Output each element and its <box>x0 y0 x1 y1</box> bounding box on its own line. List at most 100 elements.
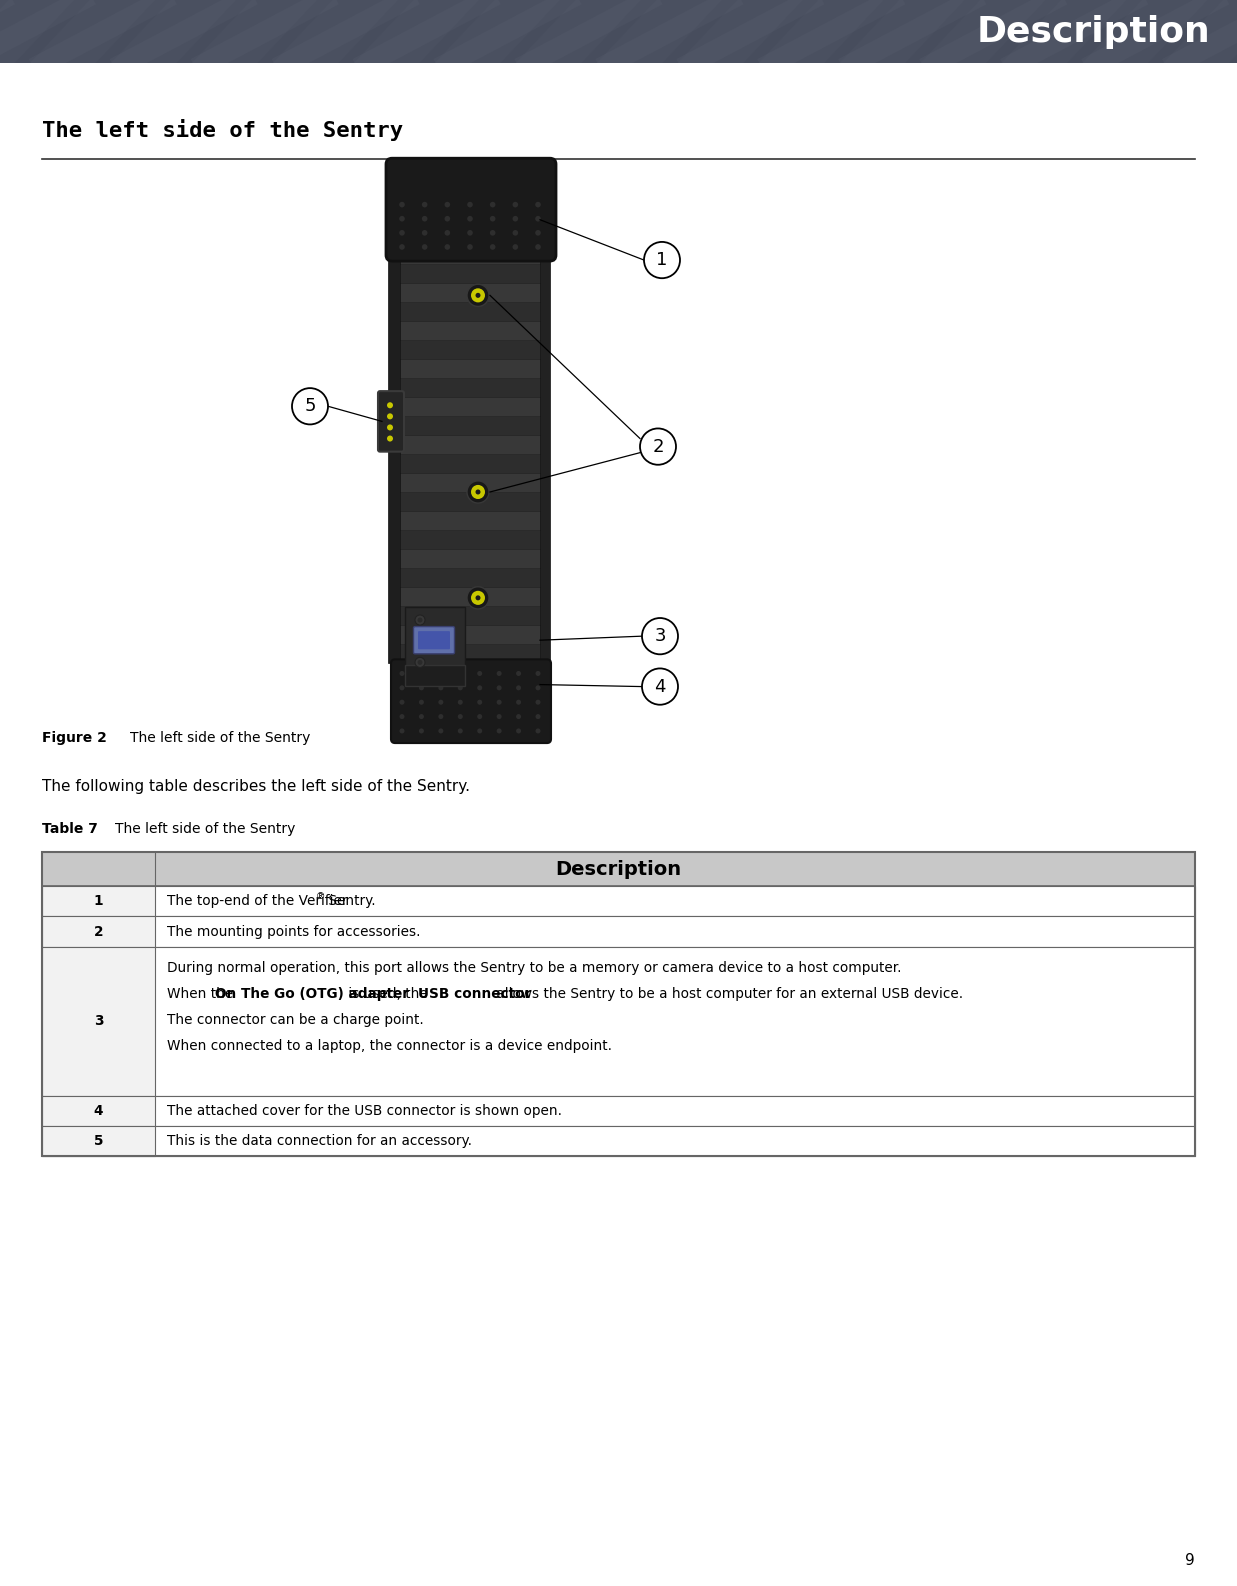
Bar <box>400 263 541 282</box>
Circle shape <box>490 216 496 222</box>
Bar <box>400 625 541 644</box>
Text: The attached cover for the USB connector is shown open.: The attached cover for the USB connector… <box>167 1104 562 1118</box>
Circle shape <box>477 699 482 704</box>
Circle shape <box>477 728 482 733</box>
Bar <box>400 530 541 549</box>
Bar <box>42 947 155 1096</box>
Circle shape <box>490 201 496 208</box>
Circle shape <box>422 216 428 222</box>
Circle shape <box>422 201 428 208</box>
Text: When the: When the <box>167 986 238 1001</box>
Text: Description: Description <box>555 860 682 879</box>
Circle shape <box>468 201 473 208</box>
Circle shape <box>642 619 678 655</box>
Bar <box>42 1126 155 1156</box>
Text: The left side of the Sentry: The left side of the Sentry <box>115 822 296 836</box>
Circle shape <box>477 714 482 718</box>
Circle shape <box>444 244 450 249</box>
Bar <box>42 852 1195 887</box>
Text: The left side of the Sentry: The left side of the Sentry <box>42 119 403 141</box>
Bar <box>400 492 541 511</box>
Bar <box>400 549 541 568</box>
Circle shape <box>512 201 518 208</box>
Text: 4: 4 <box>654 677 666 696</box>
Circle shape <box>640 428 675 465</box>
Circle shape <box>400 714 404 718</box>
Circle shape <box>536 685 541 690</box>
Circle shape <box>536 230 541 236</box>
Circle shape <box>418 617 423 623</box>
Bar <box>400 339 541 358</box>
Circle shape <box>422 244 428 249</box>
Circle shape <box>471 289 485 303</box>
Circle shape <box>438 728 443 733</box>
Text: On The Go (OTG) adapter: On The Go (OTG) adapter <box>214 986 408 1001</box>
Bar <box>400 377 541 396</box>
Bar <box>400 454 541 473</box>
Circle shape <box>422 230 428 236</box>
Text: 3: 3 <box>654 626 666 646</box>
Circle shape <box>438 699 443 704</box>
Bar <box>400 301 541 320</box>
Circle shape <box>444 230 450 236</box>
Bar <box>400 511 541 530</box>
Bar <box>42 1096 1195 1126</box>
Text: is used, the: is used, the <box>344 986 433 1001</box>
Circle shape <box>516 685 521 690</box>
Circle shape <box>536 714 541 718</box>
Text: During normal operation, this port allows the Sentry to be a memory or camera de: During normal operation, this port allow… <box>167 961 902 975</box>
Circle shape <box>468 284 489 306</box>
Bar <box>400 396 541 416</box>
Bar <box>388 244 400 663</box>
Circle shape <box>444 216 450 222</box>
Circle shape <box>475 490 480 495</box>
Text: The connector can be a charge point.: The connector can be a charge point. <box>167 1013 424 1028</box>
Bar <box>400 282 541 301</box>
Circle shape <box>516 728 521 733</box>
Circle shape <box>512 216 518 222</box>
Circle shape <box>458 685 463 690</box>
FancyBboxPatch shape <box>391 660 550 744</box>
Circle shape <box>471 485 485 500</box>
Bar <box>400 473 541 492</box>
Circle shape <box>387 403 393 408</box>
Bar <box>42 887 1195 917</box>
Bar <box>42 1126 1195 1156</box>
Text: 1: 1 <box>94 895 104 909</box>
Bar <box>400 587 541 606</box>
Text: Table 7: Table 7 <box>42 822 98 836</box>
Circle shape <box>468 587 489 609</box>
Circle shape <box>400 699 404 704</box>
Text: ®: ® <box>315 891 325 901</box>
Circle shape <box>414 615 426 625</box>
Circle shape <box>475 293 480 298</box>
Circle shape <box>387 414 393 419</box>
Circle shape <box>536 201 541 208</box>
Circle shape <box>458 671 463 676</box>
Text: USB connector: USB connector <box>418 986 532 1001</box>
Bar <box>404 607 465 672</box>
Circle shape <box>458 728 463 733</box>
Circle shape <box>419 699 424 704</box>
Circle shape <box>536 728 541 733</box>
Circle shape <box>418 660 423 665</box>
Circle shape <box>400 230 404 236</box>
Bar <box>400 435 541 454</box>
Circle shape <box>292 389 328 425</box>
Bar <box>400 568 541 587</box>
Circle shape <box>496 728 502 733</box>
Circle shape <box>536 699 541 704</box>
Circle shape <box>496 714 502 718</box>
Circle shape <box>642 668 678 704</box>
Text: Figure 2: Figure 2 <box>42 731 106 745</box>
Circle shape <box>516 671 521 676</box>
Circle shape <box>458 714 463 718</box>
Text: 5: 5 <box>304 396 315 416</box>
Bar <box>400 606 541 625</box>
Circle shape <box>419 728 424 733</box>
Circle shape <box>444 201 450 208</box>
Bar <box>400 320 541 339</box>
Circle shape <box>400 671 404 676</box>
Text: 9: 9 <box>1185 1553 1195 1569</box>
Text: The top-end of the Verifier: The top-end of the Verifier <box>167 895 348 909</box>
